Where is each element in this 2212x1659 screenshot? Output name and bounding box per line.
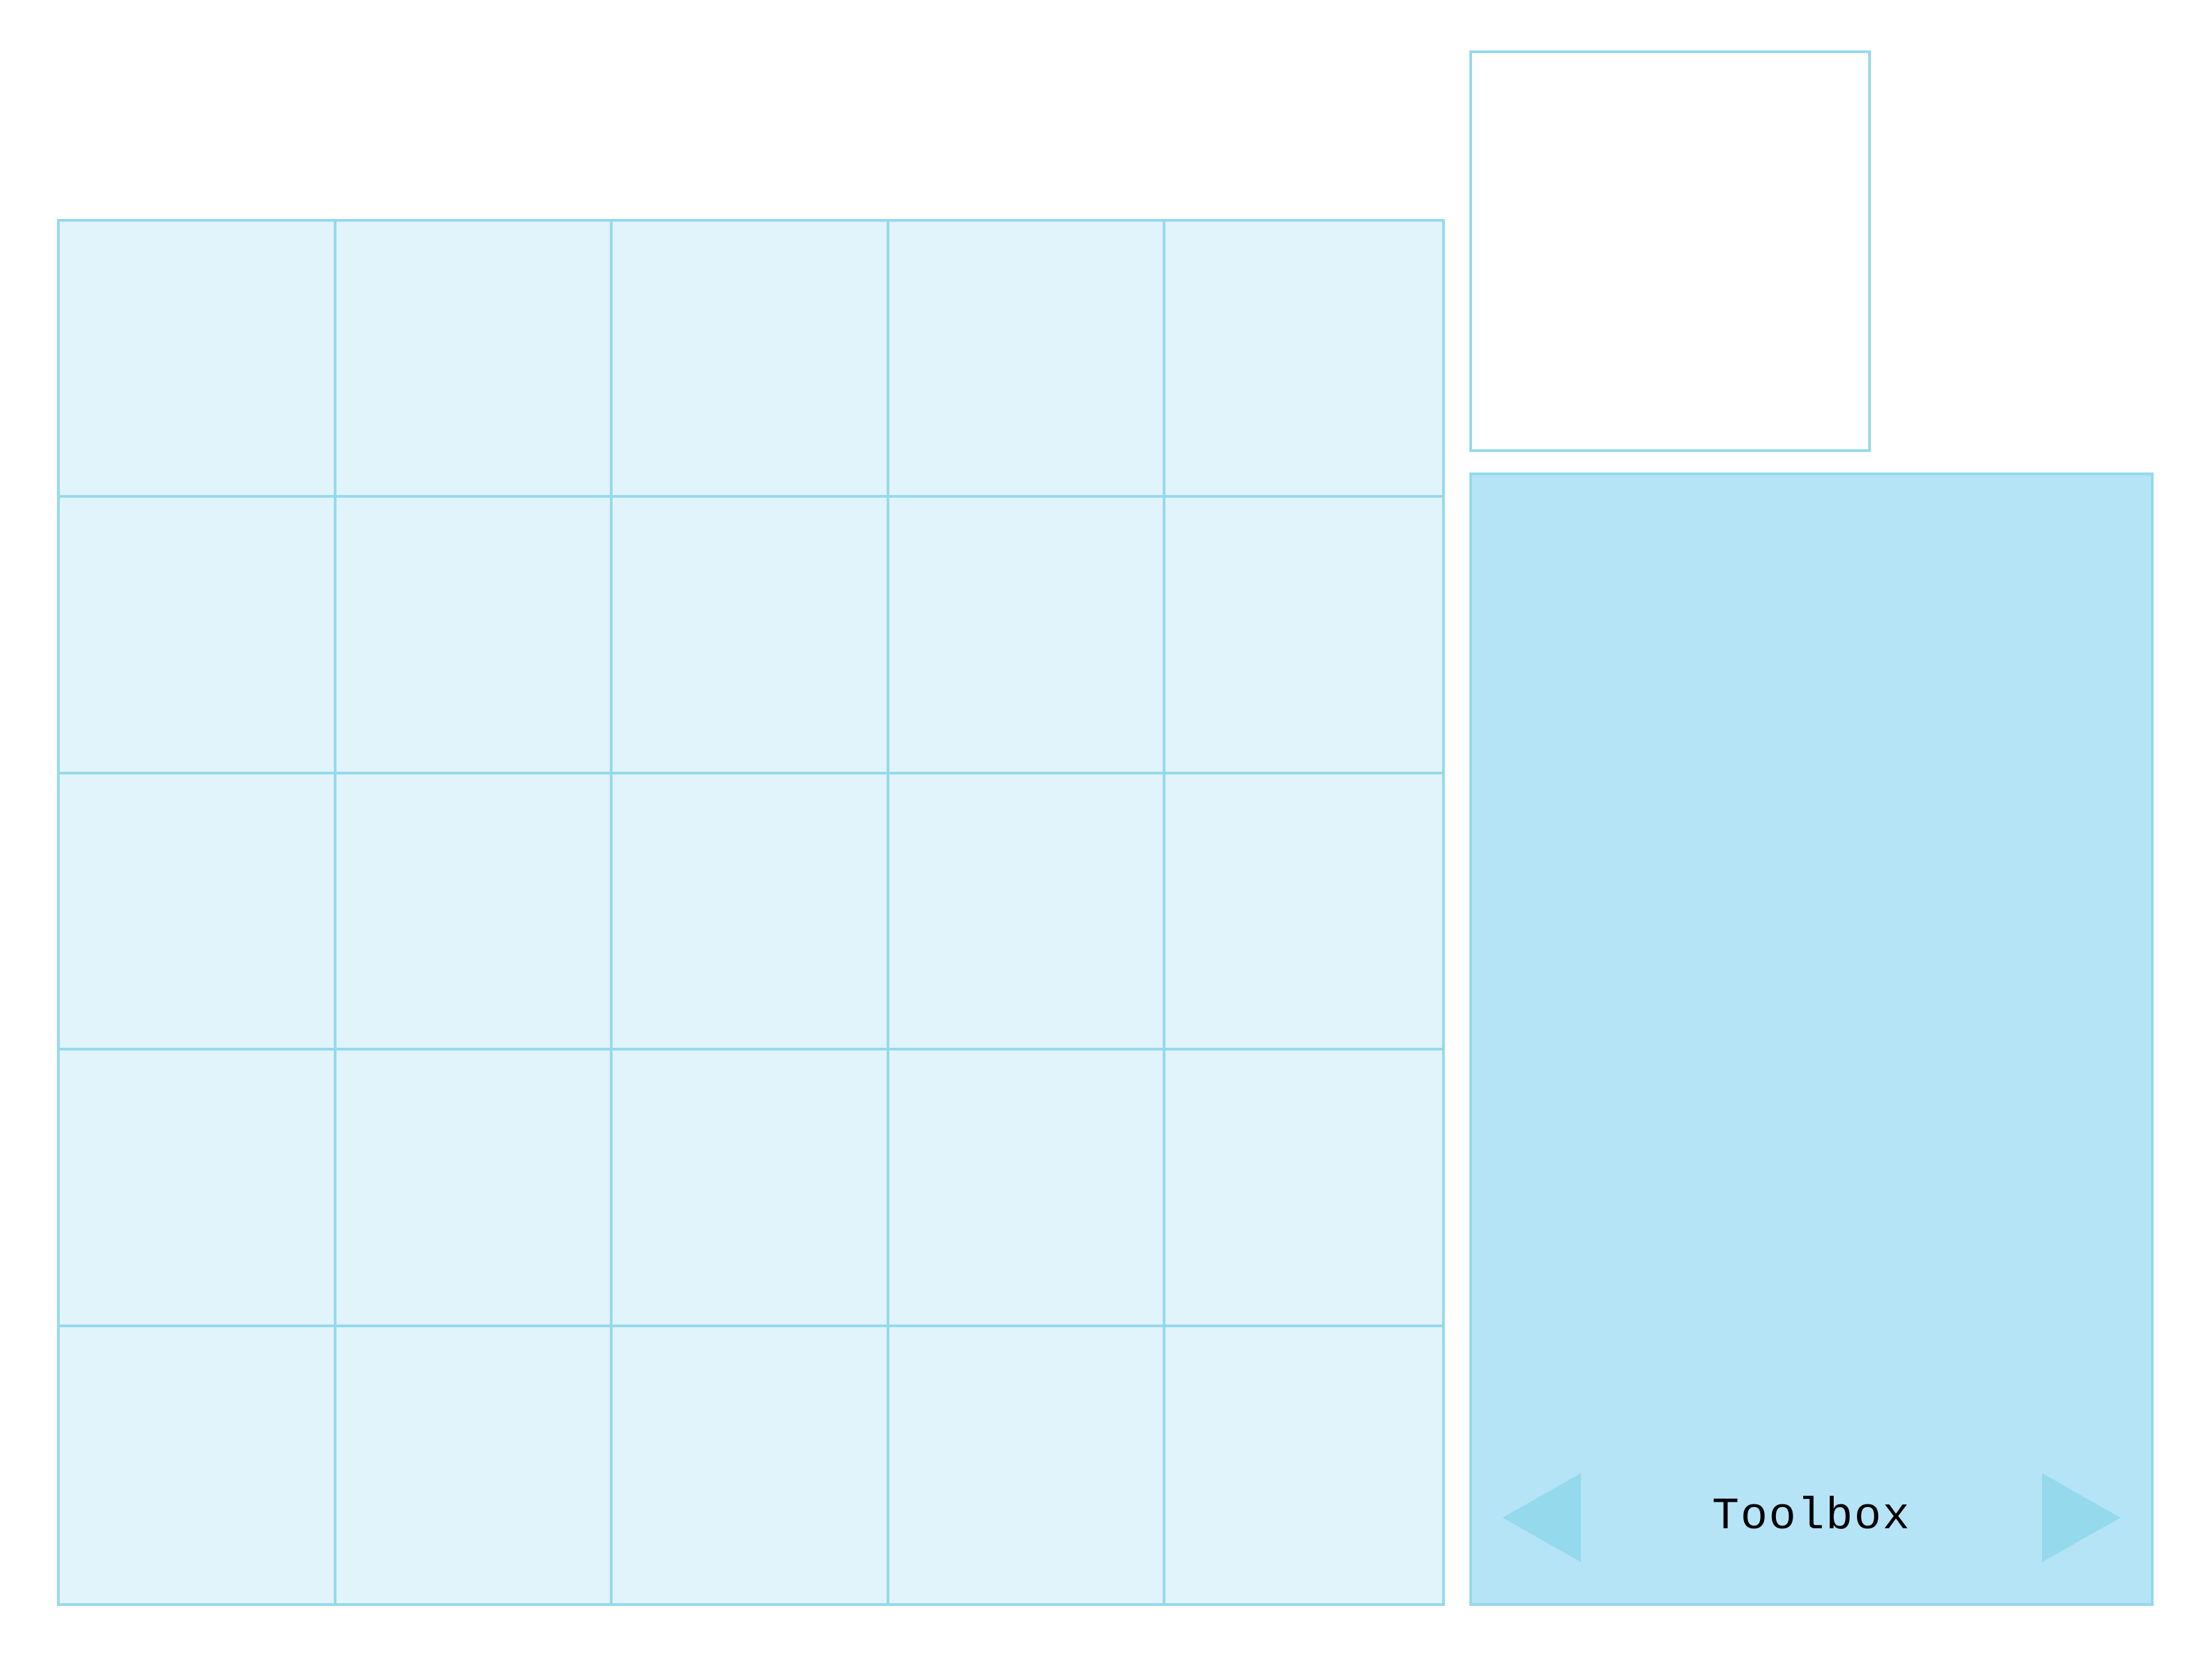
game-board	[57, 219, 1445, 1606]
board-cell[interactable]	[613, 1327, 889, 1603]
board-cell[interactable]	[889, 1327, 1166, 1603]
board-cell[interactable]	[889, 774, 1166, 1051]
toolbox-label: Toolbox	[1712, 1491, 1911, 1542]
board-cell[interactable]	[613, 1050, 889, 1327]
board-cell[interactable]	[336, 1327, 613, 1603]
board-cell[interactable]	[60, 774, 336, 1051]
board-cell[interactable]	[613, 774, 889, 1051]
triangle-left-icon[interactable]	[1503, 1473, 1581, 1562]
piece-preview-box	[1469, 50, 1871, 452]
board-cell[interactable]	[1165, 774, 1442, 1051]
board-cell[interactable]	[889, 498, 1166, 774]
board-cell[interactable]	[336, 774, 613, 1051]
board-cell[interactable]	[889, 222, 1166, 498]
board-cell[interactable]	[336, 222, 613, 498]
triangle-right-icon[interactable]	[2042, 1473, 2120, 1562]
board-cell[interactable]	[336, 498, 613, 774]
board-cell[interactable]	[60, 222, 336, 498]
board-cell[interactable]	[613, 222, 889, 498]
board-cell[interactable]	[889, 1050, 1166, 1327]
board-cell[interactable]	[1165, 222, 1442, 498]
board-cell[interactable]	[60, 498, 336, 774]
board-cell[interactable]	[1165, 1050, 1442, 1327]
board-cell[interactable]	[1165, 498, 1442, 774]
toolbox-nav: Toolbox	[1472, 1471, 2151, 1563]
board-cell[interactable]	[613, 498, 889, 774]
board-cell[interactable]	[60, 1327, 336, 1603]
board-cell[interactable]	[60, 1050, 336, 1327]
toolbox-panel: Toolbox	[1469, 472, 2154, 1606]
board-cell[interactable]	[336, 1050, 613, 1327]
board-cell[interactable]	[1165, 1327, 1442, 1603]
